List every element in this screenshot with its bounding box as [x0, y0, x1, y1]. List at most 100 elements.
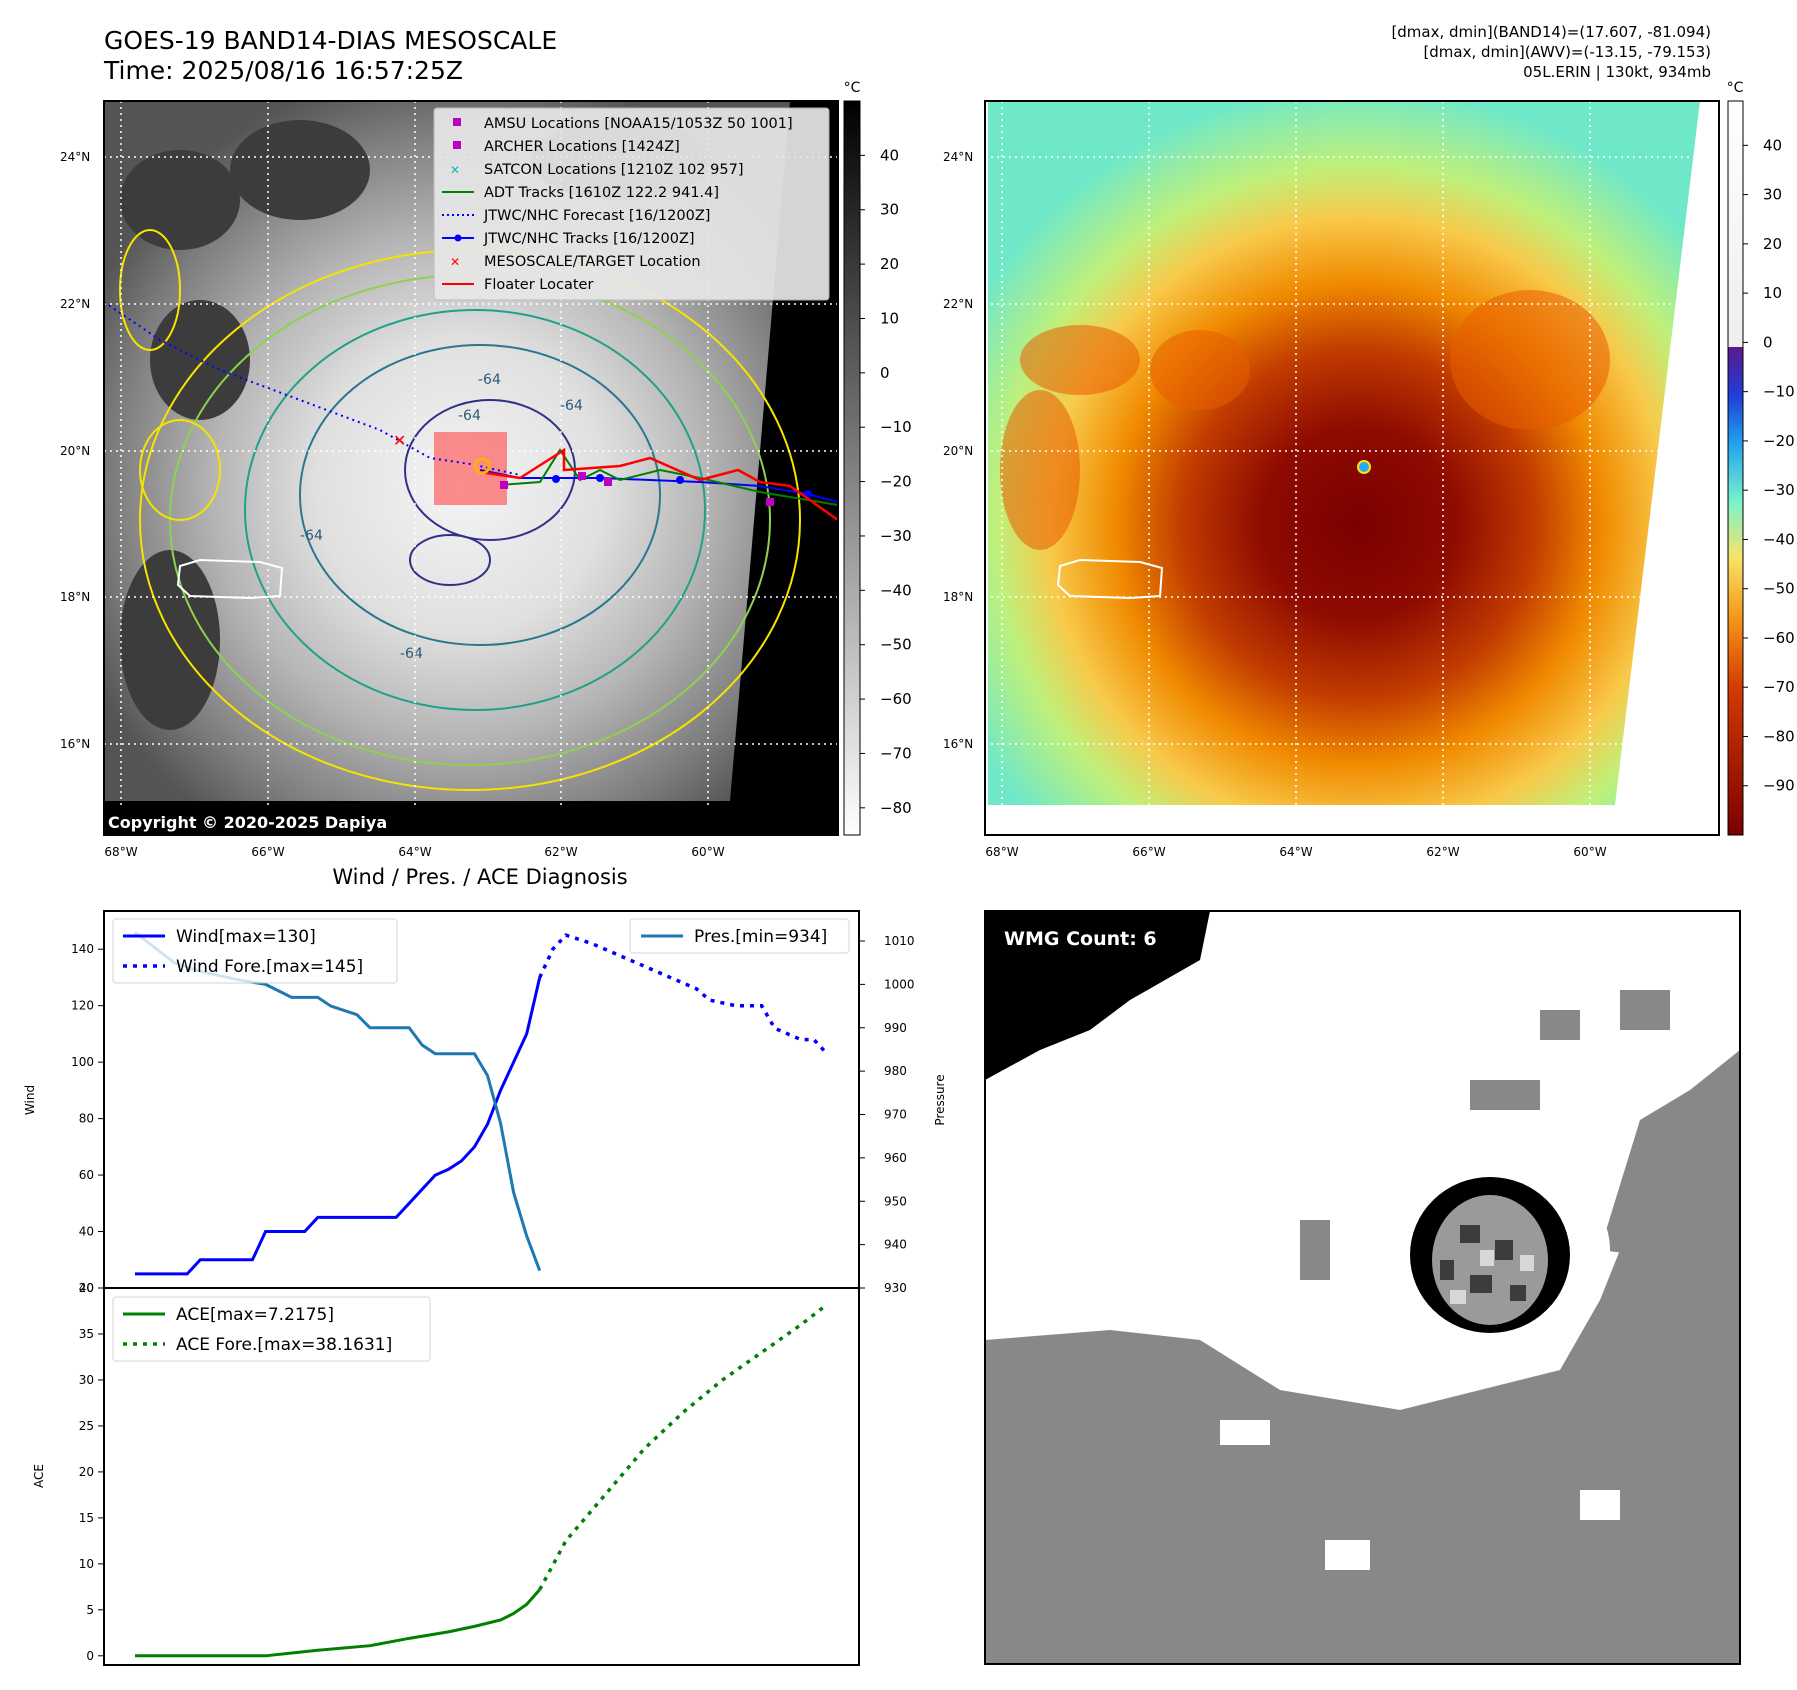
wind-ytick-label: 80: [79, 1112, 94, 1126]
floater-box: [434, 432, 507, 505]
legend-label-adt: ADT Tracks [1610Z 122.2 941.4]: [484, 185, 719, 201]
colorbar-tick-label: −60: [880, 690, 912, 708]
eye-marker: [473, 457, 491, 475]
lat-label: 24°N: [943, 150, 973, 164]
series-line-wind: [135, 977, 542, 1276]
lat-label: 16°N: [943, 737, 973, 751]
wind-ytick-label: 20: [79, 1281, 94, 1295]
legend-ace: ACE[max=7.2175]: [176, 1305, 334, 1325]
awv-lon-labels: 68°W 66°W 64°W 62°W 60°W: [985, 845, 1606, 859]
wmg-gray-blocks: [1300, 990, 1670, 1280]
awv-bands: [1000, 290, 1610, 550]
nhc-track: [479, 469, 838, 503]
colorbar-tick-label: −30: [1763, 481, 1795, 499]
colorbar-tick-label: 10: [880, 309, 899, 327]
wind-legend: Wind[max=130] Wind Fore.[max=145]: [112, 918, 398, 984]
legend-label-satcon: SATCON Locations [1210Z 102 957]: [484, 162, 743, 178]
wmg-white-holes: [1220, 1420, 1620, 1570]
lat-label: 20°N: [60, 444, 90, 458]
contour-label: -64: [300, 528, 323, 544]
wind-ytick-label: 40: [79, 1225, 94, 1239]
lat-label: 18°N: [943, 590, 973, 604]
series-line-wind-fore-: [538, 933, 829, 1055]
lat-label: 20°N: [943, 444, 973, 458]
pressure-ytick-label: 1000: [884, 977, 915, 991]
ace-ytick-label: 15: [79, 1511, 94, 1525]
lon-label: 66°W: [1132, 845, 1165, 859]
colorbar-tick-label: 10: [1763, 284, 1782, 302]
wmg-panel[interactable]: WMG Count: 6: [985, 911, 1740, 1664]
wmg-eye-pixels-light: [1450, 1250, 1534, 1304]
forecast-track: [104, 301, 521, 476]
wind-ytick-label: 120: [71, 999, 94, 1013]
pressure-ylabel: Pressure: [933, 1074, 947, 1125]
pressure-ytick-label: 1010: [884, 934, 915, 948]
stat-awv: [dmax, dmin](AWV)=(-13.15, -79.153): [1423, 43, 1711, 61]
wind-ylabel: Wind: [23, 1085, 37, 1115]
legend-label-floater: Floater Locater: [484, 277, 593, 293]
ace-ytick-label: 20: [79, 1465, 94, 1479]
lon-label: 62°W: [1426, 845, 1459, 859]
legend-label-target: MESOSCALE/TARGET Location: [484, 254, 701, 270]
wind-ytick-label: 140: [71, 942, 94, 956]
legend-pressure: Pres.[min=934]: [694, 927, 827, 947]
pressure-legend: Pres.[min=934]: [629, 918, 850, 954]
colorbar-tick-label: −40: [880, 581, 912, 599]
legend-label-tracks: JTWC/NHC Tracks [16/1200Z]: [483, 231, 695, 247]
ace-legend: ACE[max=7.2175] ACE Fore.[max=38.1631]: [112, 1296, 431, 1362]
series-line-ace-fore-: [538, 1303, 829, 1591]
colorbar-tick-label: 30: [1763, 186, 1782, 204]
colorbar-tick-label: −80: [880, 799, 912, 817]
wmg-gray-region: [985, 1150, 1740, 1664]
colorbar-tick-label: 0: [880, 364, 890, 382]
ace-ytick-label: 0: [86, 1649, 94, 1663]
wmg-gray-region-right: [1600, 1050, 1740, 1260]
lat-label: 24°N: [60, 150, 90, 164]
colorbar-unit: °C: [1727, 80, 1744, 96]
colorbar-tick-label: 40: [1763, 136, 1782, 154]
floater-locater-track: [479, 447, 838, 522]
colorbar-tick-label: −70: [880, 744, 912, 762]
colorbar-tick-label: −20: [1763, 432, 1795, 450]
ace-ylabel: ACE: [32, 1464, 46, 1488]
lat-label: 22°N: [943, 297, 973, 311]
pressure-ytick-label: 990: [884, 1021, 907, 1035]
lon-label: 68°W: [985, 845, 1018, 859]
ir-legend: AMSU Locations [NOAA15/1053Z 50 1001] AR…: [433, 107, 830, 301]
legend-label-amsu: AMSU Locations [NOAA15/1053Z 50 1001]: [484, 116, 793, 132]
mesoscale-target-marker: ✕: [393, 431, 406, 450]
contour-label: -64: [478, 372, 501, 388]
pressure-ytick-label: 940: [884, 1238, 907, 1252]
wmg-eye-pixels: [1440, 1225, 1526, 1301]
legend-ace-forecast: ACE Fore.[max=38.1631]: [176, 1335, 392, 1355]
lat-label: 18°N: [60, 590, 90, 604]
ir-map-panel[interactable]: -64 -64 -64 -64 -64: [104, 101, 838, 835]
puerto-rico-coastline: [1056, 558, 1164, 600]
awv-map-panel[interactable]: [985, 101, 1719, 835]
contour-label: -64: [560, 398, 583, 414]
awv-colorbar: °C 40 30 20 10 0 −10 −20 −30 −40 −50 −60 −70 −80 −90: [1727, 80, 1795, 836]
eye-marker: [1357, 460, 1371, 474]
awv-lat-labels: 24°N 22°N 20°N 18°N 16°N: [943, 150, 973, 751]
lon-label: 60°W: [1573, 845, 1606, 859]
awv-gridlines: [985, 101, 1719, 835]
chart-time: Time: 2025/08/16 16:57:25Z: [104, 56, 463, 85]
colorbar-tick-label: −30: [880, 527, 912, 545]
ace-ytick-label: 35: [79, 1327, 94, 1341]
pressure-ytick-label: 950: [884, 1194, 907, 1208]
adt-track: [499, 448, 838, 506]
pressure-ytick-label: 930: [884, 1281, 907, 1295]
ir-colorbar: °C 40 30 20 10 0 −10 −20 −30 −40 −50 −60 −70 −80: [843, 80, 912, 836]
lat-label: 22°N: [60, 297, 90, 311]
lon-label: 68°W: [104, 845, 137, 859]
colorbar-tick-label: −50: [1763, 580, 1795, 598]
legend-label-forecast: JTWC/NHC Forecast [16/1200Z]: [483, 208, 710, 224]
ace-ytick-label: 30: [79, 1373, 94, 1387]
ace-ytick-label: 40: [79, 1281, 94, 1295]
lon-label: 60°W: [691, 845, 724, 859]
ir-contour-labels: -64 -64 -64 -64 -64: [300, 372, 583, 662]
svg-text:✕: ✕: [450, 255, 460, 269]
colorbar-tick-label: 30: [880, 201, 899, 219]
